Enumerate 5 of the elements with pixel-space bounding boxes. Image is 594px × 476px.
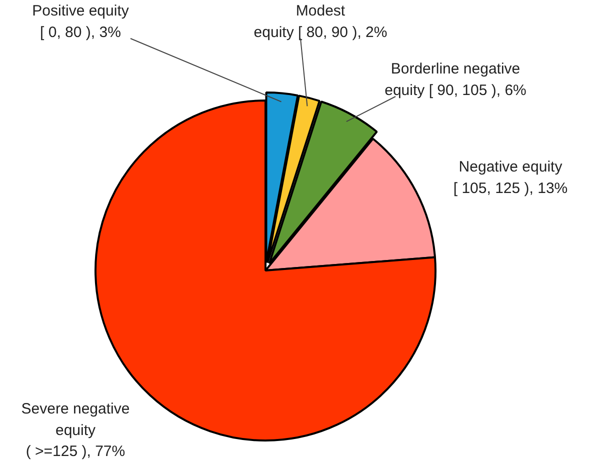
slice-label: Modest equity [ 80, 90 ), 2%	[254, 2, 388, 41]
slice-label: Borderline negative equity [ 90, 105 ), 6%	[384, 60, 526, 99]
slice-label: Positive equity [ 0, 80 ), 3%	[32, 2, 130, 41]
slice-label: Negative equity [ 105, 125 ), 13%	[453, 158, 568, 197]
slice-label: Severe negative equity ( >=125 ), 77%	[21, 400, 130, 460]
